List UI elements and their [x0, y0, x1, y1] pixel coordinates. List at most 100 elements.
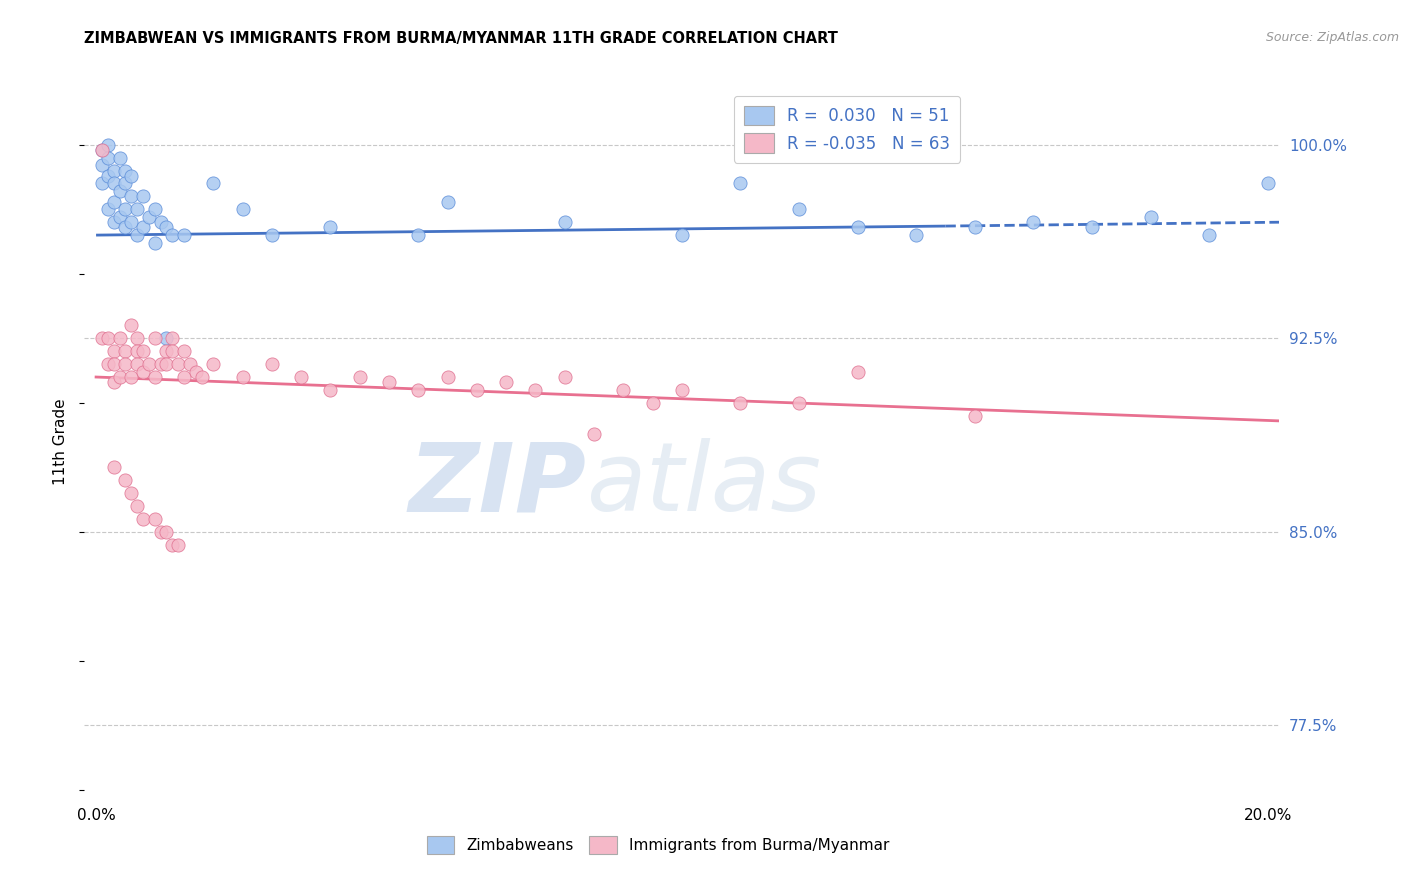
Point: [97, 169, 120, 183]
Point: [641, 396, 664, 410]
Point: [155, 220, 177, 235]
Point: [143, 370, 166, 384]
Point: [108, 331, 131, 345]
Point: [436, 194, 458, 209]
Point: [114, 177, 136, 191]
Point: [465, 383, 488, 397]
Point: [173, 344, 195, 359]
Point: [103, 357, 125, 371]
Point: [162, 331, 183, 345]
Point: [1022, 215, 1045, 229]
Point: [963, 220, 986, 235]
Point: [127, 202, 149, 217]
Point: [524, 383, 547, 397]
Point: [149, 524, 172, 539]
Text: Source: ZipAtlas.com: Source: ZipAtlas.com: [1265, 31, 1399, 45]
Text: ZIMBABWEAN VS IMMIGRANTS FROM BURMA/MYANMAR 11TH GRADE CORRELATION CHART: ZIMBABWEAN VS IMMIGRANTS FROM BURMA/MYAN…: [84, 31, 838, 46]
Point: [787, 396, 810, 410]
Point: [167, 357, 190, 371]
Point: [132, 220, 155, 235]
Point: [202, 177, 225, 191]
Legend: Zimbabweans, Immigrants from Burma/Myanmar: Zimbabweans, Immigrants from Burma/Myanm…: [420, 830, 896, 860]
Point: [612, 383, 634, 397]
Point: [671, 228, 693, 243]
Point: [190, 370, 212, 384]
Point: [319, 383, 342, 397]
Point: [114, 163, 136, 178]
Text: atlas: atlas: [586, 438, 821, 532]
Point: [120, 169, 142, 183]
Point: [408, 228, 430, 243]
Point: [554, 370, 576, 384]
Point: [138, 210, 160, 224]
Point: [173, 370, 195, 384]
Point: [127, 499, 149, 513]
Point: [730, 177, 752, 191]
Point: [162, 344, 183, 359]
Point: [155, 524, 177, 539]
Point: [103, 375, 125, 389]
Point: [1198, 228, 1220, 243]
Point: [231, 370, 254, 384]
Point: [114, 220, 136, 235]
Point: [103, 215, 125, 229]
Point: [114, 357, 136, 371]
Point: [1257, 177, 1279, 191]
Point: [290, 370, 312, 384]
Point: [155, 331, 177, 345]
Point: [127, 331, 149, 345]
Point: [97, 137, 120, 152]
Point: [103, 163, 125, 178]
Point: [127, 228, 149, 243]
Point: [108, 370, 131, 384]
Point: [114, 202, 136, 217]
Point: [138, 357, 160, 371]
Point: [846, 220, 869, 235]
Point: [97, 357, 120, 371]
Point: [114, 473, 136, 487]
Point: [120, 189, 142, 203]
Point: [97, 151, 120, 165]
Point: [143, 202, 166, 217]
Point: [583, 426, 606, 441]
Point: [179, 357, 201, 371]
Point: [260, 357, 283, 371]
Point: [90, 143, 114, 157]
Point: [787, 202, 810, 217]
Point: [127, 344, 149, 359]
Point: [554, 215, 576, 229]
Point: [162, 228, 183, 243]
Point: [103, 194, 125, 209]
Point: [260, 228, 283, 243]
Point: [120, 318, 142, 333]
Point: [143, 512, 166, 526]
Point: [730, 396, 752, 410]
Point: [436, 370, 458, 384]
Point: [149, 357, 172, 371]
Point: [90, 331, 114, 345]
Point: [1139, 210, 1161, 224]
Point: [167, 538, 190, 552]
Point: [97, 202, 120, 217]
Point: [231, 202, 254, 217]
Point: [103, 344, 125, 359]
Y-axis label: 11th Grade: 11th Grade: [53, 398, 69, 485]
Point: [495, 375, 517, 389]
Point: [905, 228, 928, 243]
Point: [90, 143, 114, 157]
Point: [155, 344, 177, 359]
Point: [132, 365, 155, 379]
Point: [378, 375, 401, 389]
Point: [90, 177, 114, 191]
Text: ZIP: ZIP: [408, 438, 586, 532]
Point: [120, 370, 142, 384]
Point: [143, 331, 166, 345]
Point: [963, 409, 986, 423]
Point: [149, 215, 172, 229]
Point: [671, 383, 693, 397]
Point: [97, 331, 120, 345]
Point: [173, 228, 195, 243]
Point: [132, 512, 155, 526]
Point: [846, 365, 869, 379]
Point: [349, 370, 371, 384]
